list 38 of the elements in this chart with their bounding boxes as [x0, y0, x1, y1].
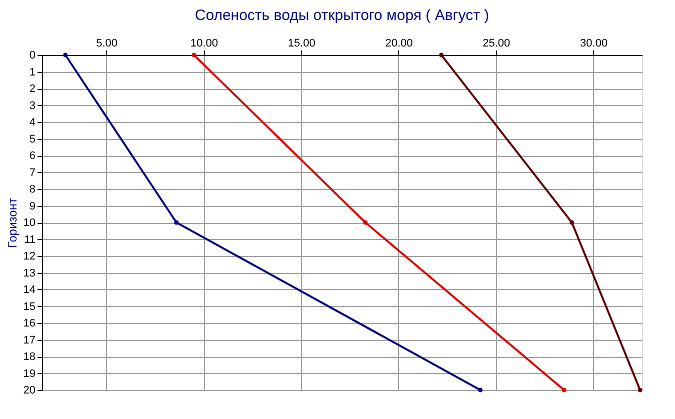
point [63, 52, 68, 58]
x-tick-label: 15.00 [288, 38, 316, 50]
y-tick-label: 10 [23, 217, 36, 229]
y-tick-label: 8 [29, 184, 36, 196]
y-tick-label: 3 [29, 100, 36, 112]
point [439, 52, 444, 58]
chart-title: Соленость воды открытого моря ( Август ) [194, 7, 490, 24]
point [478, 388, 483, 392]
point [562, 388, 566, 392]
y-tick-label: 18 [23, 351, 36, 363]
y-tick-label: 16 [23, 318, 36, 330]
x-tick-label: 25.00 [482, 38, 510, 50]
y-tick-label: 13 [23, 267, 36, 280]
y-tick-label: 9 [29, 200, 36, 212]
y-tick-label: 4 [29, 116, 36, 128]
y-tick-label: 2 [29, 83, 36, 95]
x-tick-label: 5.00 [96, 38, 118, 50]
y-tick-label: 11 [24, 234, 36, 246]
y-tick-label: 7 [29, 166, 36, 179]
y-tick-label: 6 [29, 150, 36, 162]
y-tick-label: 14 [23, 284, 36, 296]
y-tick-label: 12 [23, 250, 36, 262]
point [174, 220, 179, 225]
y-axis-title: Горизонт [5, 198, 20, 248]
point [570, 220, 574, 225]
y-tick-label: 20 [23, 384, 36, 396]
point [363, 220, 368, 225]
y-tick-label: 15 [23, 300, 36, 313]
x-tick-label: 10.00 [190, 38, 218, 50]
y-tick-label: 1 [29, 66, 36, 78]
y-tick-label: 19 [23, 368, 36, 380]
point [638, 388, 642, 392]
x-tick-label: 30.00 [580, 38, 608, 50]
y-tick-label: 0 [29, 50, 36, 62]
point [192, 52, 196, 58]
y-tick-label: 5 [29, 133, 36, 146]
y-tick-label: 17 [23, 334, 36, 346]
x-tick-label: 20.00 [385, 38, 413, 50]
